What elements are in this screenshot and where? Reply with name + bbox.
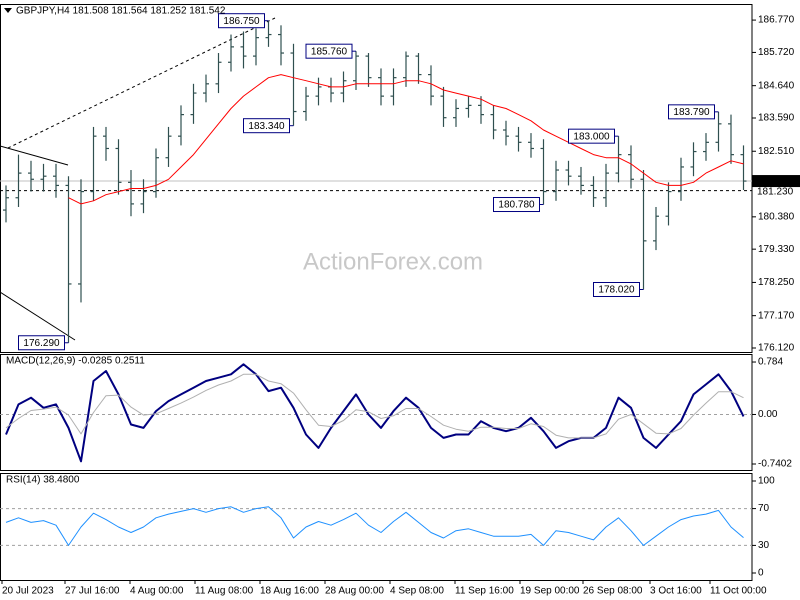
annotation-box [668,104,715,120]
annotation-box [305,43,353,59]
panel-border [0,473,753,581]
y-tick-label: 0 [758,568,764,579]
x-tick-label: 3 Oct 16:00 [650,586,702,597]
x-tick-label: 19 Sep 00:00 [520,586,580,597]
annotation-label: 176.290 [23,338,60,349]
trend-line [0,145,69,166]
line [5,506,744,546]
y-tick-label: 184.640 [758,80,795,91]
annotation-box [218,13,265,29]
x-tick-label: 4 Sep 08:00 [390,586,444,597]
y-tick-label: 0.784 [758,357,783,368]
panel-title: MACD(12,26,9) -0.0285 0.2511 [6,356,145,367]
x-tick-label: 11 Sep 16:00 [455,586,514,597]
y-tick-label: 178.250 [758,277,795,288]
annotation-box [493,197,540,213]
y-tick-label: 177.170 [758,310,795,321]
menu-icon[interactable] [4,8,12,13]
y-tick-label: -0.7402 [758,459,792,470]
y-tick-label: 183.590 [758,113,795,124]
y-tick-label: 30 [758,540,770,551]
annotation-label: 178.020 [598,285,635,296]
x-tick-label: 4 Aug 00:00 [130,586,184,597]
level-label: 181.230 [757,186,794,197]
annotation-label: 185.760 [311,46,348,57]
y-tick-label: 180.380 [758,211,795,222]
watermark: ActionForex.com [303,248,483,275]
y-tick-label: 70 [758,503,770,514]
annotation-box [18,335,65,351]
panel-title: GBPJPY,H4 181.508 181.564 181.252 181.54… [16,6,226,17]
annotation-label: 183.340 [248,121,285,132]
y-tick-label: 100 [758,476,775,487]
line [5,373,744,439]
x-tick-label: 26 Sep 08:00 [583,586,643,597]
x-tick-label: 28 Aug 00:00 [325,586,384,597]
annotation-box [568,128,615,144]
y-tick-label: 186.770 [758,15,795,26]
y-tick-label: 182.510 [758,146,795,157]
panel-border [0,354,753,471]
x-tick-label: 11 Aug 08:00 [195,586,254,597]
x-tick-label: 20 Jul 2023 [2,586,54,597]
annotation-label: 183.000 [573,131,610,142]
x-tick-label: 27 Jul 16:00 [65,586,120,597]
trend-line [0,291,76,341]
bid-label: 181.542 [757,176,794,187]
bid-label-box [752,175,800,188]
x-tick-label: 11 Oct 00:00 [710,586,767,597]
x-tick-label: 18 Aug 16:00 [260,586,319,597]
line [68,74,744,205]
y-tick-label: 176.120 [758,343,795,354]
panel-title: RSI(14) 38.4800 [6,475,80,486]
line [5,363,745,463]
y-tick-label: 0.00 [758,409,778,420]
annotation-label: 183.790 [673,107,710,118]
annotation-label: 180.780 [498,200,535,211]
annotation-box [243,118,290,134]
annotation-label: 186.750 [223,16,260,27]
y-tick-label: 185.720 [758,47,795,58]
annotation-box [593,281,640,297]
y-tick-label: 179.330 [758,244,795,255]
